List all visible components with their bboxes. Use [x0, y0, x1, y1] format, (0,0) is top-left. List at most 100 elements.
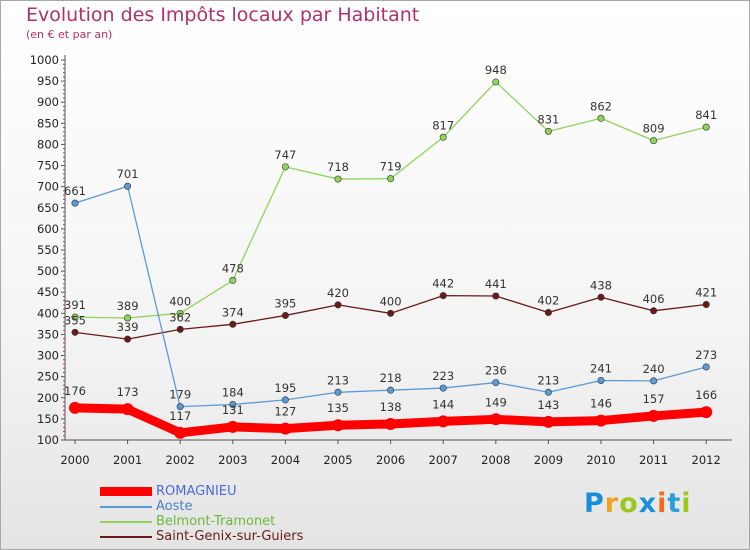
data-point — [334, 301, 342, 309]
data-point — [544, 388, 552, 396]
x-tick-label: 2002 — [166, 453, 195, 467]
x-tick-label: 2009 — [534, 453, 563, 467]
data-point — [334, 175, 342, 183]
data-point — [439, 384, 447, 392]
data-point — [439, 133, 447, 141]
data-label: 127 — [274, 405, 296, 419]
data-point — [176, 309, 184, 317]
data-point — [700, 406, 713, 419]
data-point — [229, 401, 237, 409]
y-tick-label: 350 — [37, 327, 59, 341]
x-tick-label: 2008 — [481, 453, 510, 467]
data-point — [69, 401, 81, 414]
data-label: 948 — [485, 63, 507, 77]
data-point — [492, 379, 500, 387]
data-label: 223 — [432, 369, 454, 383]
data-point — [544, 308, 552, 316]
data-label: 176 — [64, 384, 86, 398]
y-tick-label: 300 — [37, 349, 59, 363]
data-point — [439, 292, 447, 300]
legend-swatch — [100, 520, 152, 523]
data-point — [595, 414, 607, 427]
data-point — [542, 415, 555, 428]
data-label: 218 — [380, 371, 402, 385]
data-point — [334, 388, 342, 396]
data-label: 273 — [695, 348, 717, 362]
data-label: 355 — [64, 313, 86, 327]
data-label: 157 — [643, 392, 665, 406]
data-label: 421 — [695, 285, 717, 299]
data-point — [492, 292, 500, 300]
x-tick-label: 2005 — [323, 453, 352, 467]
data-label: 701 — [117, 167, 139, 181]
data-label: 144 — [432, 397, 454, 411]
data-label: 135 — [327, 401, 349, 415]
data-point — [174, 426, 187, 439]
data-label: 166 — [695, 388, 717, 402]
data-label: 747 — [274, 148, 296, 162]
data-point — [176, 325, 184, 333]
data-label: 718 — [327, 160, 349, 174]
data-point — [387, 386, 395, 394]
x-tick-label: 2006 — [376, 453, 405, 467]
data-label: 478 — [222, 261, 244, 275]
data-label: 236 — [485, 364, 507, 378]
legend-item: Saint-Genix-sur-Guiers — [100, 529, 303, 544]
legend-swatch — [100, 487, 152, 496]
data-point — [124, 182, 132, 190]
y-tick-label: 550 — [37, 243, 59, 257]
x-tick-label: 2000 — [60, 453, 89, 467]
data-point — [229, 320, 237, 328]
data-label: 406 — [643, 292, 665, 306]
data-point — [279, 422, 292, 435]
y-tick-label: 400 — [37, 306, 59, 320]
y-tick-label: 950 — [37, 74, 59, 88]
data-label: 400 — [169, 294, 191, 308]
legend-item: ROMAGNIEU — [100, 484, 303, 499]
data-label: 400 — [380, 294, 402, 308]
data-label: 809 — [643, 122, 665, 136]
x-tick-label: 2004 — [271, 453, 300, 467]
data-label: 138 — [380, 400, 402, 414]
data-label: 402 — [537, 293, 559, 307]
data-label: 831 — [537, 112, 559, 126]
data-label: 213 — [537, 373, 559, 387]
data-point — [492, 78, 500, 86]
y-tick-label: 250 — [37, 370, 59, 384]
data-point — [124, 335, 132, 343]
y-tick-label: 100 — [37, 433, 59, 447]
legend-item: Aoste — [100, 499, 303, 514]
data-point — [650, 137, 658, 145]
data-label: 719 — [380, 160, 402, 174]
data-label: 841 — [695, 108, 717, 122]
x-tick-label: 2010 — [586, 453, 615, 467]
data-point — [229, 276, 237, 284]
data-label: 374 — [222, 305, 244, 319]
data-label: 143 — [537, 398, 559, 412]
legend-swatch — [100, 505, 152, 508]
y-tick-label: 900 — [37, 95, 59, 109]
data-label: 117 — [169, 409, 191, 423]
data-point — [647, 409, 660, 422]
data-point — [226, 420, 239, 433]
legend-swatch — [100, 535, 152, 538]
data-label: 389 — [117, 299, 139, 313]
data-point — [597, 293, 605, 301]
data-label: 661 — [64, 184, 86, 198]
y-tick-label: 750 — [37, 159, 59, 173]
legend-label: Saint-Genix-sur-Guiers — [156, 529, 304, 544]
data-label: 391 — [64, 298, 86, 312]
y-tick-label: 150 — [37, 412, 59, 426]
legend-label: Belmont-Tramonet — [156, 514, 276, 529]
data-point — [124, 314, 132, 322]
legend-label: Aoste — [156, 499, 193, 514]
y-tick-label: 500 — [37, 264, 59, 278]
data-label: 438 — [590, 278, 612, 292]
y-tick-label: 700 — [37, 180, 59, 194]
data-point — [281, 396, 289, 404]
data-point — [597, 114, 605, 122]
data-label: 131 — [222, 403, 244, 417]
x-tick-label: 2011 — [639, 453, 668, 467]
data-point — [387, 175, 395, 183]
